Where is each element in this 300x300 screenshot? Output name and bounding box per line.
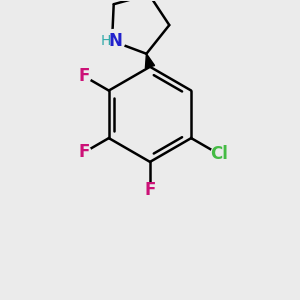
Text: F: F: [144, 181, 156, 199]
Text: Cl: Cl: [211, 146, 228, 164]
Text: H: H: [101, 34, 111, 48]
Text: F: F: [79, 143, 90, 161]
Text: N: N: [109, 32, 123, 50]
Circle shape: [78, 146, 91, 159]
Circle shape: [211, 146, 228, 164]
Polygon shape: [146, 54, 154, 68]
Text: F: F: [79, 68, 90, 85]
Circle shape: [102, 30, 125, 52]
Circle shape: [143, 184, 157, 197]
Circle shape: [78, 70, 91, 83]
